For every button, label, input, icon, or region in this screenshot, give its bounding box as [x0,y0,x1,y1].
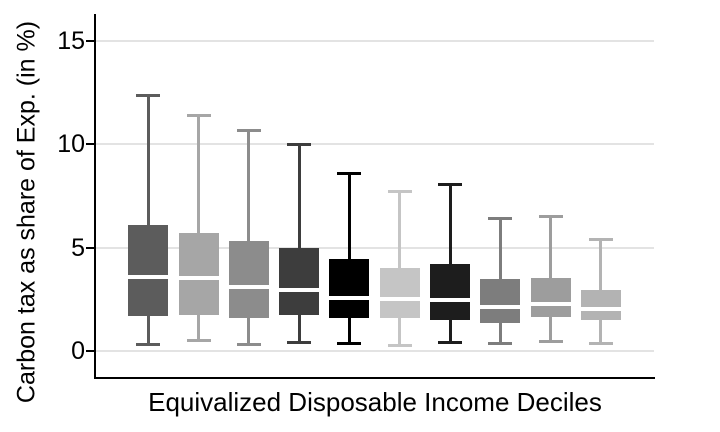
y-tick-label-15: 15 [57,26,85,55]
whisker-upper-decile-4 [297,144,301,248]
y-tick-0 [86,350,95,352]
box-decile-1 [128,224,169,316]
gridline-10 [96,143,654,146]
whisker-cap-upper-decile-7 [438,182,462,186]
whisker-upper-decile-9 [549,215,553,278]
whisker-cap-lower-decile-3 [236,342,261,346]
whisker-lower-decile-6 [398,317,402,345]
whisker-cap-upper-decile-2 [186,114,211,118]
x-axis-line [94,377,655,379]
box-decile-5 [329,259,370,318]
whisker-cap-upper-decile-3 [236,128,261,132]
box-decile-7 [430,264,470,320]
whisker-lower-decile-7 [448,319,452,342]
whisker-cap-upper-decile-1 [136,93,161,97]
y-tick-label-10: 10 [57,130,85,159]
box-decile-10 [580,290,621,320]
whisker-cap-upper-decile-9 [538,214,563,218]
whisker-cap-lower-decile-9 [538,339,563,343]
whisker-upper-decile-5 [347,173,351,259]
median-line-decile-5 [329,296,370,301]
median-line-decile-9 [530,302,571,307]
whisker-upper-decile-7 [448,183,452,265]
whisker-upper-decile-2 [197,115,200,234]
whisker-upper-decile-8 [498,217,502,279]
box-decile-8 [480,278,521,324]
y-tick-label-5: 5 [71,233,85,262]
whisker-upper-decile-1 [146,94,150,225]
whisker-cap-upper-decile-10 [588,238,613,242]
gridline-15 [96,39,654,42]
whisker-lower-decile-9 [549,316,553,341]
box-decile-2 [178,233,219,315]
median-line-decile-4 [279,288,320,293]
whisker-cap-lower-decile-2 [186,338,211,342]
y-tick-5 [86,246,95,249]
whisker-cap-lower-decile-10 [588,341,613,345]
box-decile-3 [228,241,269,318]
whisker-cap-upper-decile-6 [387,189,412,193]
whisker-lower-decile-5 [347,317,351,343]
whisker-cap-lower-decile-6 [387,343,412,347]
whisker-cap-lower-decile-4 [287,340,312,344]
box-decile-4 [279,247,320,315]
whisker-lower-decile-2 [197,314,200,340]
gridline-0 [96,350,654,352]
whisker-cap-lower-decile-5 [337,341,362,345]
whisker-lower-decile-10 [599,319,603,343]
median-line-decile-2 [178,275,219,280]
median-line-decile-1 [128,274,169,279]
median-line-decile-6 [379,297,420,302]
whisker-lower-decile-8 [498,323,502,343]
y-axis-line [94,14,96,379]
median-line-decile-3 [228,284,269,289]
median-line-decile-7 [430,298,470,303]
whisker-cap-lower-decile-8 [488,341,513,345]
whisker-lower-decile-1 [146,315,150,344]
y-tick-10 [86,143,95,146]
box-decile-6 [379,268,420,318]
y-tick-label-0: 0 [71,337,85,365]
whisker-upper-decile-3 [247,129,251,242]
whisker-cap-upper-decile-5 [337,172,362,176]
whisker-upper-decile-6 [398,190,402,269]
median-line-decile-8 [480,304,521,309]
median-line-decile-10 [580,306,621,311]
whisker-cap-lower-decile-7 [438,340,462,344]
whisker-cap-upper-decile-8 [488,216,513,220]
whisker-cap-upper-decile-4 [287,143,312,147]
whisker-cap-lower-decile-1 [136,342,161,346]
gridline-5 [96,246,654,249]
whisker-upper-decile-10 [599,239,603,291]
box-decile-9 [530,277,571,317]
whisker-lower-decile-3 [247,317,251,344]
x-axis-title: Equivalized Disposable Income Deciles [148,387,602,417]
y-tick-15 [86,39,95,42]
whisker-lower-decile-4 [297,314,301,342]
